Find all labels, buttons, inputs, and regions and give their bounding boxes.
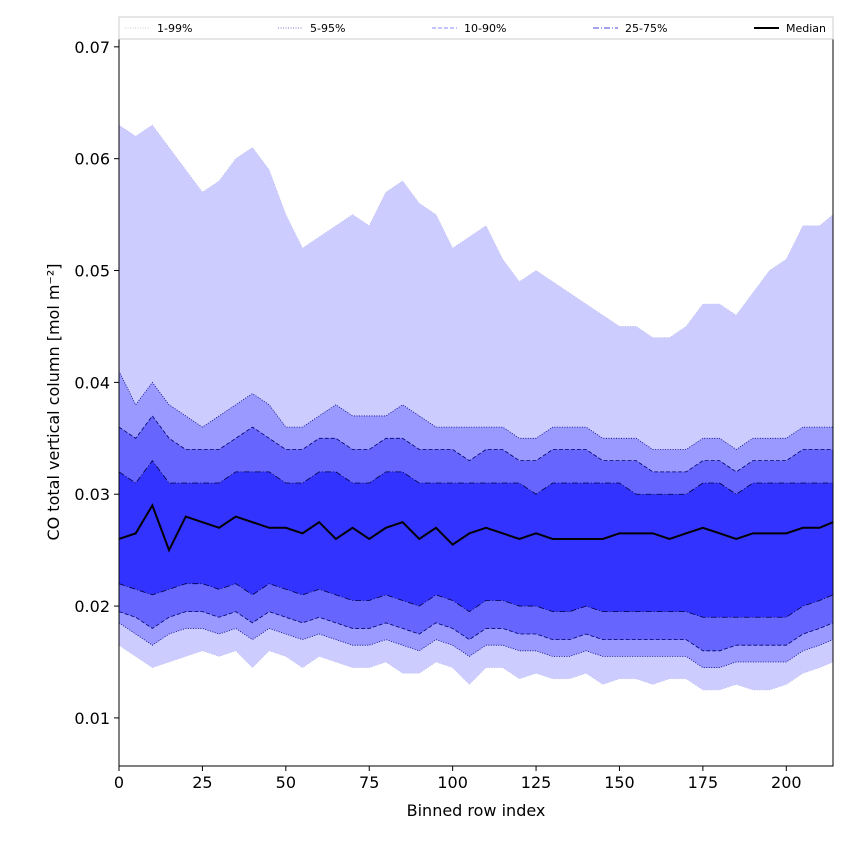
y-axis: 0.01 0.02 0.03 0.04 0.05 0.06 0.07 (74, 38, 119, 728)
x-tick-label: 150 (604, 773, 635, 792)
legend-label: 10-90% (464, 22, 506, 35)
legend-label: Median (786, 22, 826, 35)
band-upper-edge-1-99% (118, 124, 834, 339)
x-tick-label: 50 (276, 773, 296, 792)
x-tick-label: 0 (114, 773, 124, 792)
x-tick-label: 75 (359, 773, 379, 792)
percentile-bands (118, 124, 834, 691)
x-tick-label: 200 (771, 773, 802, 792)
y-tick-label: 0.06 (74, 150, 110, 169)
band-lower-edge-1-99% (118, 644, 834, 691)
x-tick-label: 125 (521, 773, 552, 792)
legend: 1-99% 5-95% 10-90% 25-75% Median (118, 16, 834, 40)
y-tick-label: 0.04 (74, 373, 110, 392)
band-lower-edge-10-90% (118, 611, 834, 652)
band-upper-edge-5-95% (118, 371, 833, 450)
y-tick-label: 0.05 (74, 262, 110, 281)
band-lower-edge-25-75% (118, 583, 834, 618)
band-lower-edge-5-95% (118, 622, 834, 668)
legend-label: 25-75% (625, 22, 667, 35)
x-tick-label: 175 (688, 773, 719, 792)
legend-box (118, 16, 834, 40)
band-upper-edge-25-75% (118, 459, 833, 495)
x-axis-label: Binned row index (407, 801, 546, 820)
band-upper-edge-10-90% (118, 415, 833, 473)
band-25-75% (119, 460, 833, 618)
y-tick-label: 0.02 (74, 597, 110, 616)
y-tick-label: 0.07 (74, 38, 110, 57)
x-axis: 0 25 50 75 100 125 150 175 200 (114, 766, 802, 792)
y-axis-label: CO total vertical column [mol m⁻²] (44, 263, 63, 540)
y-tick-label: 0.03 (74, 485, 110, 504)
y-tick-label: 0.01 (74, 709, 110, 728)
legend-label: 5-95% (310, 22, 345, 35)
x-tick-label: 25 (192, 773, 212, 792)
x-tick-label: 100 (437, 773, 468, 792)
median-line (118, 503, 834, 553)
legend-label: 1-99% (157, 22, 192, 35)
